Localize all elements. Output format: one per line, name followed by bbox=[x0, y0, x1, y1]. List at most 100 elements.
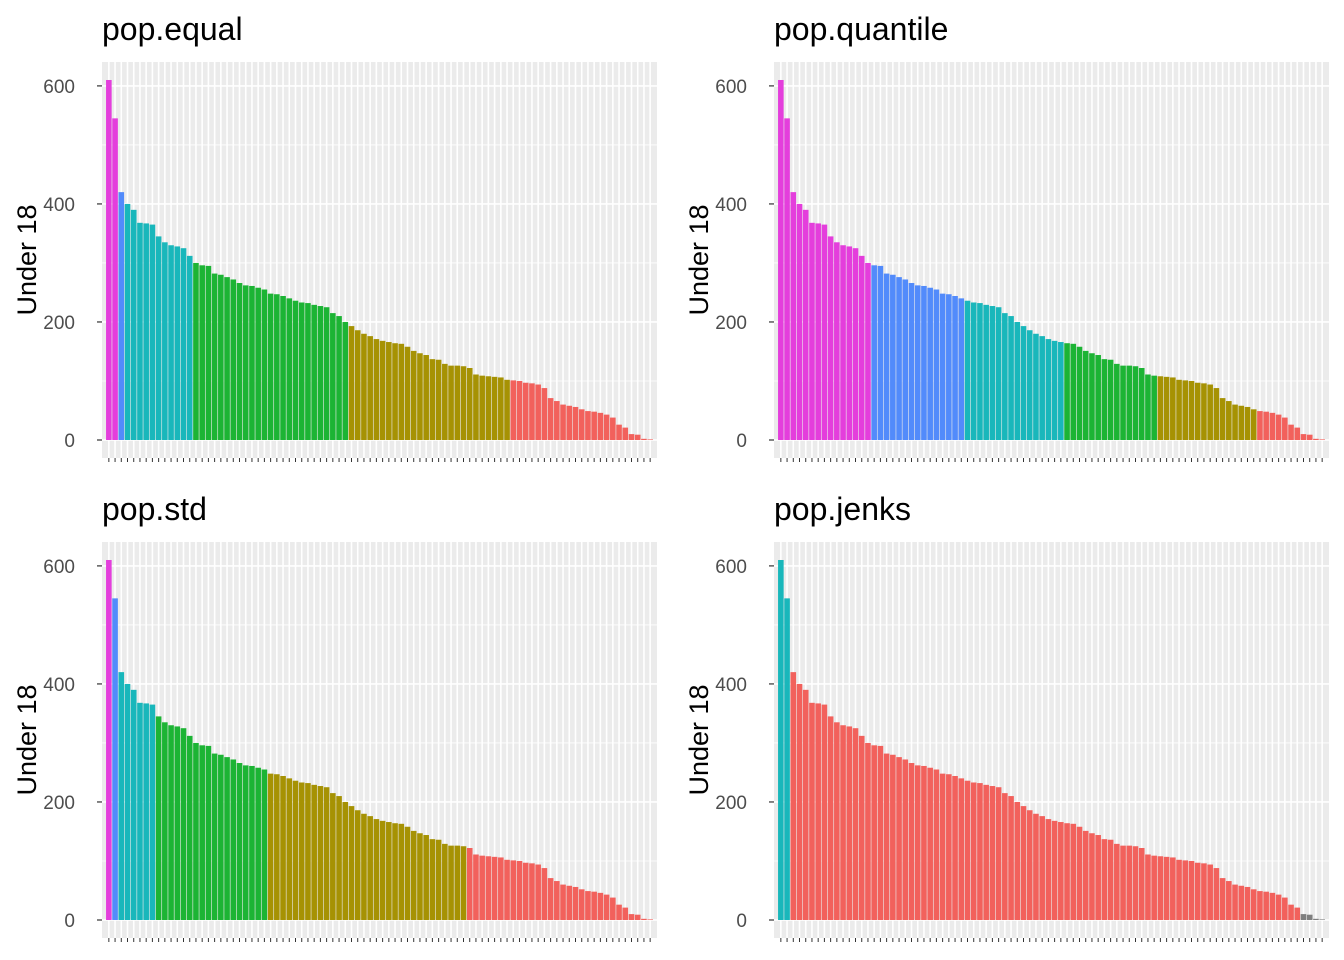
bar bbox=[1051, 820, 1058, 920]
bar bbox=[504, 859, 510, 920]
bar bbox=[236, 763, 243, 920]
bar bbox=[535, 384, 541, 440]
x-tick-marks bbox=[780, 458, 1323, 462]
bar bbox=[603, 894, 610, 920]
bar bbox=[211, 753, 218, 920]
bar bbox=[404, 346, 411, 440]
bar bbox=[827, 716, 834, 920]
bar bbox=[454, 845, 461, 920]
bar bbox=[516, 380, 523, 440]
bar bbox=[1250, 409, 1257, 440]
bar bbox=[1070, 823, 1077, 920]
bar bbox=[790, 192, 797, 440]
bar bbox=[1163, 376, 1170, 440]
bar bbox=[274, 774, 280, 920]
chart-title: pop.std bbox=[102, 491, 207, 527]
bar bbox=[871, 265, 877, 440]
bar bbox=[815, 703, 821, 920]
bar bbox=[149, 224, 156, 440]
y-axis-title: Under 18 bbox=[684, 204, 714, 315]
bar bbox=[865, 262, 871, 440]
bar bbox=[1213, 868, 1220, 920]
bar bbox=[466, 848, 473, 920]
bar bbox=[1257, 891, 1263, 920]
bar bbox=[852, 728, 859, 920]
bar bbox=[1269, 412, 1276, 440]
bar bbox=[914, 765, 921, 920]
bar bbox=[890, 754, 896, 920]
bar bbox=[473, 374, 479, 440]
bar bbox=[292, 780, 299, 920]
bar bbox=[1138, 848, 1145, 920]
bar bbox=[1120, 365, 1126, 440]
bar bbox=[1294, 907, 1301, 920]
bar bbox=[1182, 380, 1189, 440]
bar bbox=[1039, 336, 1045, 440]
bar bbox=[342, 321, 349, 440]
bar bbox=[466, 368, 473, 440]
bar bbox=[995, 307, 1002, 440]
bar bbox=[242, 285, 249, 440]
bar bbox=[280, 776, 286, 920]
bar bbox=[852, 248, 859, 440]
bar bbox=[118, 192, 125, 440]
bar bbox=[230, 279, 237, 440]
bar bbox=[137, 702, 143, 920]
y-tick-label: 600 bbox=[715, 557, 747, 578]
bar bbox=[908, 763, 915, 920]
bar bbox=[1020, 806, 1027, 920]
bar bbox=[622, 427, 629, 440]
bar bbox=[392, 823, 398, 920]
bar bbox=[610, 897, 616, 920]
bar bbox=[1082, 830, 1089, 920]
chart-panel: 0 200 400 600 Under 18 pop.std bbox=[12, 491, 657, 942]
bar bbox=[448, 365, 454, 440]
bar bbox=[1207, 384, 1213, 440]
bar bbox=[174, 246, 181, 440]
bar bbox=[1232, 404, 1238, 440]
bar bbox=[1026, 330, 1033, 440]
chart-title: pop.jenks bbox=[774, 491, 911, 527]
bar bbox=[529, 863, 535, 920]
y-tick-label: 600 bbox=[715, 77, 747, 98]
bar bbox=[784, 598, 790, 920]
bar bbox=[1213, 388, 1220, 440]
bar bbox=[112, 598, 118, 920]
bar bbox=[946, 294, 952, 440]
bar bbox=[890, 274, 896, 440]
bar bbox=[821, 224, 828, 440]
bar bbox=[1132, 366, 1139, 440]
bar bbox=[970, 302, 977, 440]
bar bbox=[1002, 793, 1008, 920]
bar bbox=[1275, 414, 1282, 440]
bar bbox=[1288, 424, 1294, 440]
bar bbox=[1095, 355, 1101, 440]
x-tick-marks bbox=[780, 938, 1323, 942]
bar bbox=[1138, 368, 1145, 440]
bar bbox=[1045, 339, 1052, 440]
bar bbox=[442, 843, 448, 920]
bar bbox=[802, 689, 809, 920]
bar bbox=[410, 350, 417, 440]
bar bbox=[1182, 860, 1189, 920]
bar bbox=[255, 287, 261, 440]
bar bbox=[155, 716, 162, 920]
bar bbox=[168, 725, 174, 920]
bar bbox=[386, 822, 392, 920]
bar bbox=[778, 80, 784, 440]
bar bbox=[896, 277, 902, 440]
bar bbox=[846, 246, 853, 440]
bar bbox=[1039, 816, 1045, 920]
bar bbox=[927, 767, 933, 920]
bar bbox=[1014, 321, 1021, 440]
bar bbox=[137, 222, 143, 440]
bar bbox=[1089, 833, 1095, 920]
bar bbox=[1244, 886, 1251, 920]
bar bbox=[958, 778, 965, 920]
bar bbox=[367, 816, 373, 920]
bar bbox=[1008, 316, 1014, 440]
bar bbox=[1033, 333, 1039, 440]
bar bbox=[871, 745, 877, 920]
bar bbox=[404, 826, 411, 920]
bar bbox=[1269, 892, 1276, 920]
